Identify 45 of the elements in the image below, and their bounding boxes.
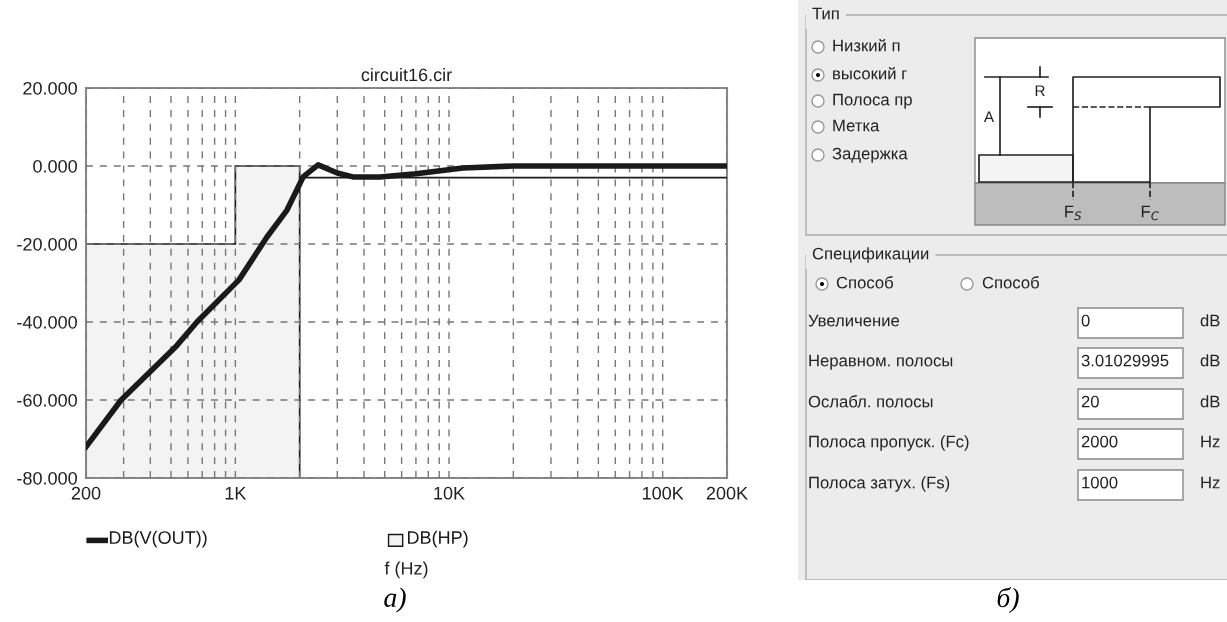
x-tick-label: 10K xyxy=(434,486,465,500)
text: Увеличение xyxy=(808,314,900,327)
text: dB xyxy=(1200,354,1220,367)
text: Неравном. полосы xyxy=(809,354,953,370)
text: 3.01029995 xyxy=(1081,354,1169,367)
text: 0 xyxy=(1081,314,1090,327)
text: а) xyxy=(384,587,406,613)
text: R xyxy=(1035,85,1045,96)
x-tick-label: 100K xyxy=(642,486,684,500)
x-tick-label: 200 xyxy=(71,486,101,500)
text: Низкий п xyxy=(833,38,900,52)
text: Способ xyxy=(836,276,893,289)
text: F$_{C}$ xyxy=(1141,205,1159,221)
text: F$_{S}$ xyxy=(1065,205,1082,221)
text: dB xyxy=(1200,314,1220,327)
text: б) xyxy=(997,587,1019,613)
y-tick-label: -80.000 xyxy=(17,471,77,485)
text: Полоса затух. (Fs) xyxy=(809,476,950,492)
x-axis-title: f (Hz) xyxy=(384,561,428,579)
text: Способ xyxy=(982,276,1039,289)
text: Спецификации xyxy=(812,247,929,263)
text: высокий г xyxy=(833,66,907,80)
x-tick-label: 200K xyxy=(706,486,748,500)
chart-title: circuit16.cir xyxy=(361,67,452,82)
text: dB xyxy=(1200,395,1220,408)
text: Метка xyxy=(833,119,880,132)
y-tick-label: -20.000 xyxy=(17,237,77,251)
text: Hz xyxy=(1201,435,1220,448)
y-tick-label: -40.000 xyxy=(17,315,77,329)
text: 2000 xyxy=(1081,435,1118,448)
text: A xyxy=(983,111,995,122)
y-tick-label: 0.000 xyxy=(33,159,77,173)
text: 20 xyxy=(1081,395,1099,408)
text: Ослабл. полосы xyxy=(808,395,933,408)
text: Hz xyxy=(1201,476,1220,489)
y-tick-label: 20.000 xyxy=(23,81,77,95)
text: Тип xyxy=(812,7,839,20)
text: Полоса пр xyxy=(833,93,912,109)
y-tick-label: -60.000 xyxy=(17,393,77,407)
text: Задержка xyxy=(832,147,908,163)
text: Полоса пропуск. (Fc) xyxy=(809,435,969,451)
x-tick-label: 1K xyxy=(225,487,247,500)
text: 1000 xyxy=(1082,476,1118,489)
legend-label: DB(HP) xyxy=(407,530,468,548)
legend-label: DB(V(OUT)) xyxy=(109,530,207,548)
